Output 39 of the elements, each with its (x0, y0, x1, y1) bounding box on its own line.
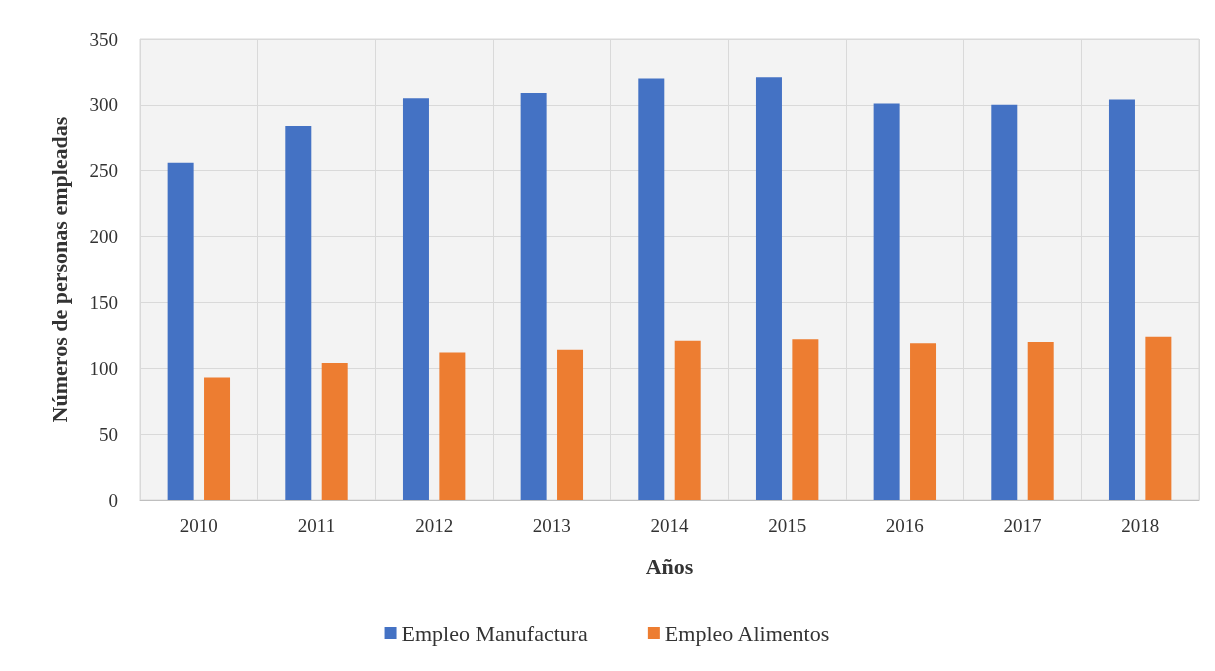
x-tick-label: 2013 (532, 515, 571, 536)
x-tick-label: 2016 (885, 515, 924, 536)
bar (321, 363, 348, 500)
bar (674, 340, 701, 500)
bar (1027, 341, 1054, 500)
bar (991, 104, 1018, 500)
bar (285, 125, 312, 500)
x-tick-label: 2010 (179, 515, 218, 536)
x-axis-title: Años (645, 553, 694, 579)
y-tick-label: 250 (89, 160, 118, 182)
bar (402, 98, 429, 500)
x-tick-label: 2014 (650, 515, 689, 536)
bar (167, 162, 194, 500)
bar (439, 352, 466, 500)
y-tick-label: 300 (89, 94, 118, 116)
y-tick-label: 200 (89, 226, 118, 248)
bar (792, 339, 819, 500)
bar (873, 103, 900, 500)
x-tick-label: 2012 (415, 515, 454, 536)
legend-label: Empleo Alimentos (664, 620, 830, 646)
bar (557, 349, 584, 500)
x-tick-label: 2018 (1121, 515, 1160, 536)
y-axis-title: Números de personas empleadas (46, 116, 72, 423)
bar (755, 77, 782, 500)
x-tick-label: 2015 (768, 515, 807, 536)
y-tick-label: 100 (89, 357, 118, 379)
bar (1145, 336, 1172, 500)
bar (1108, 99, 1135, 500)
y-tick-label: 150 (89, 291, 118, 313)
bar (638, 78, 665, 500)
legend-label: Empleo Manufactura (401, 620, 589, 646)
bar (520, 93, 547, 500)
y-tick-label: 50 (99, 423, 118, 445)
bar (204, 377, 231, 500)
bar (910, 343, 937, 500)
x-tick-label: 2011 (297, 515, 336, 536)
y-tick-label: 350 (89, 28, 118, 50)
x-tick-label: 2017 (1003, 515, 1042, 536)
y-tick-label: 0 (108, 489, 118, 511)
